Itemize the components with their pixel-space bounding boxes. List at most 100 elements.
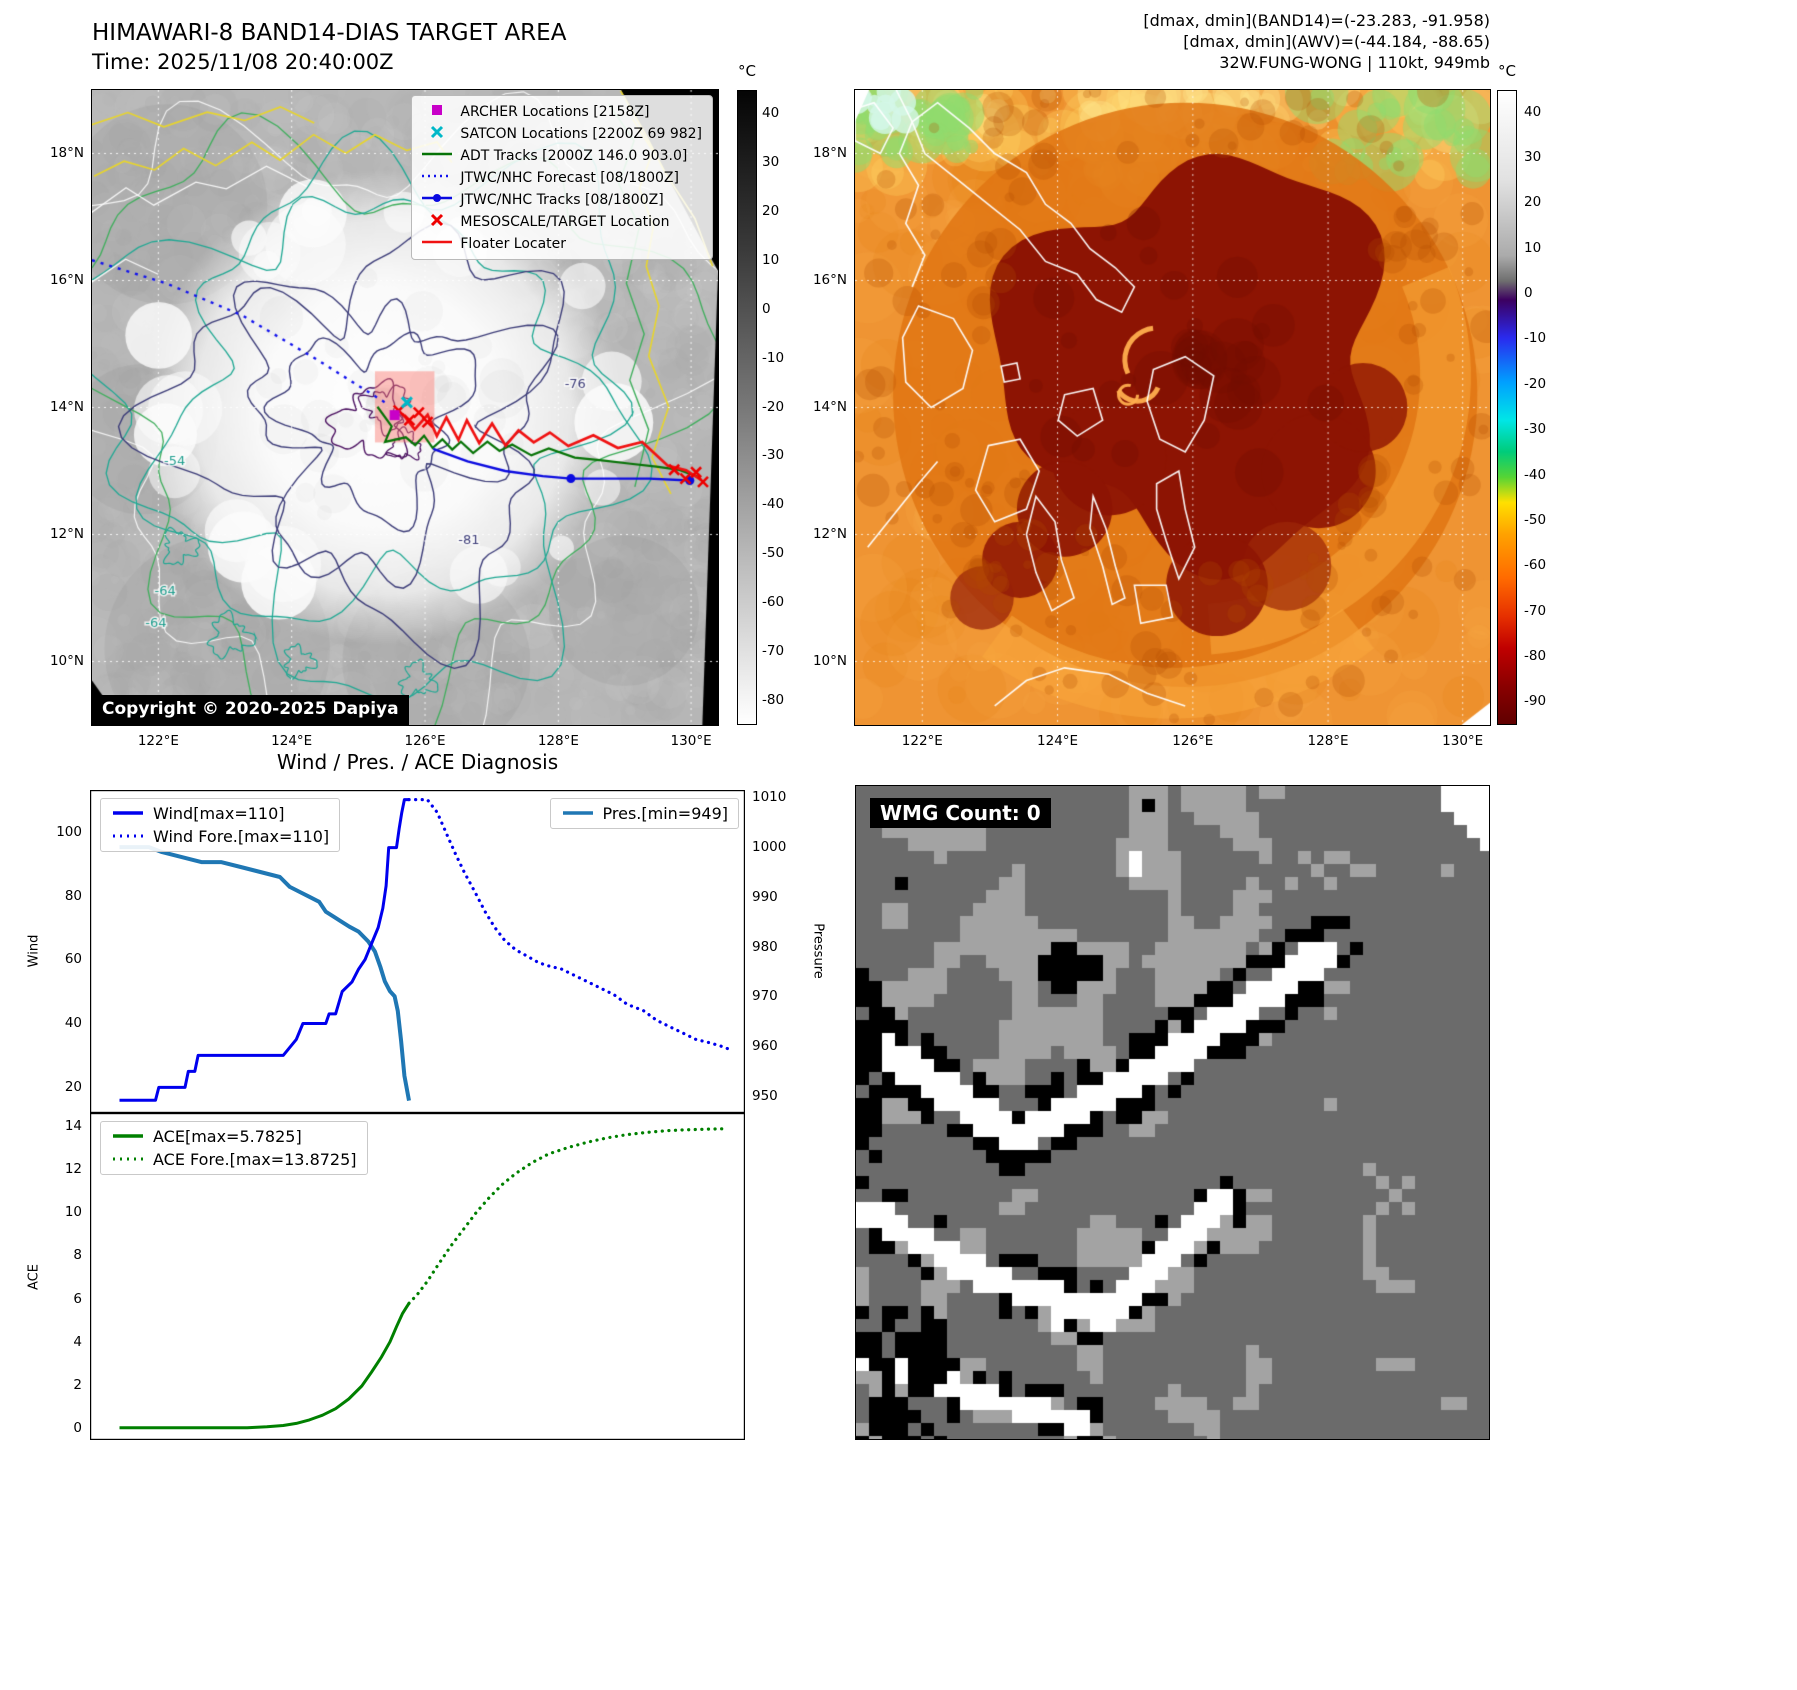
line-marker-icon bbox=[420, 146, 454, 165]
ace-tick-label: 6 bbox=[73, 1290, 82, 1307]
wind-forecast-legend-item: Wind Fore.[max=110] bbox=[111, 827, 329, 846]
colorbar-tick-label: 0 bbox=[1524, 285, 1533, 302]
pressure-axis-label: Pressure bbox=[810, 923, 826, 979]
legend-item-label: ACE Fore.[max=13.8725] bbox=[153, 1150, 357, 1169]
legend-item-label: ADT Tracks [2000Z 146.0 903.0] bbox=[460, 147, 688, 164]
wmg-count-label: WMG Count: 0 bbox=[870, 798, 1051, 828]
line-marker-icon bbox=[111, 804, 145, 823]
ace-axis-label: ACE bbox=[26, 1264, 42, 1290]
colorbar-tick-label: 40 bbox=[1524, 103, 1542, 120]
wmg-image bbox=[856, 786, 1489, 1439]
ace-tick-label: 0 bbox=[73, 1420, 82, 1437]
legend-item-label: JTWC/NHC Tracks [08/1800Z] bbox=[460, 191, 664, 208]
band14-colorbar-unit: °C bbox=[738, 62, 756, 80]
y-tick-label: 14°N bbox=[49, 398, 84, 415]
x-tick-label: 124°E bbox=[1037, 733, 1079, 749]
legend-item: ADT Tracks [2000Z 146.0 903.0] bbox=[420, 146, 702, 165]
colorbar-tick-label: -60 bbox=[1524, 557, 1547, 574]
y-tick-label: 18°N bbox=[49, 144, 84, 161]
y-tick-label: 18°N bbox=[812, 144, 847, 161]
diagnosis-title: Wind / Pres. / ACE Diagnosis bbox=[276, 750, 559, 774]
legend-item-label: JTWC/NHC Forecast [08/1800Z] bbox=[460, 169, 679, 186]
pressure-legend: Pres.[min=949] bbox=[549, 798, 739, 829]
colorbar-tick-label: 20 bbox=[1524, 194, 1542, 211]
colorbar-tick-label: -90 bbox=[1524, 693, 1547, 710]
colorbar-tick-label: -80 bbox=[1524, 647, 1547, 664]
awv-colorbar bbox=[1497, 90, 1517, 725]
colorbar-tick-label: -10 bbox=[1524, 330, 1547, 347]
legend-item: MESOSCALE/TARGET Location bbox=[420, 212, 702, 231]
y-tick-label: 16°N bbox=[49, 271, 84, 288]
band14-map-panel: ARCHER Locations [2158Z] SATCON Locations… bbox=[91, 89, 719, 726]
colorbar-tick-label: 30 bbox=[1524, 149, 1542, 166]
annotation-line-dmax-awv: [dmax, dmin](AWV)=(-44.184, -88.65) bbox=[1183, 32, 1490, 51]
x-tick-label: 124°E bbox=[271, 733, 313, 749]
awv-satellite-image bbox=[855, 90, 1490, 725]
pressure-tick-label: 950 bbox=[752, 1087, 778, 1104]
ace-legend: ACE[max=5.7825] ACE Fore.[max=13.8725] bbox=[100, 1121, 368, 1175]
colorbar-tick-label: -70 bbox=[762, 642, 785, 659]
x-tick-label: 122°E bbox=[137, 733, 179, 749]
legend-item: JTWC/NHC Tracks [08/1800Z] bbox=[420, 190, 702, 209]
line-marker-icon bbox=[420, 234, 454, 253]
pressure-tick-label: 970 bbox=[752, 988, 778, 1005]
colorbar-tick-label: -30 bbox=[1524, 421, 1547, 438]
x-tick-label: 126°E bbox=[404, 733, 446, 749]
ace-forecast-legend-item: ACE Fore.[max=13.8725] bbox=[111, 1150, 357, 1169]
colorbar-tick-label: -10 bbox=[762, 349, 785, 366]
x-tick-label: 122°E bbox=[901, 733, 943, 749]
x-marker-icon bbox=[420, 124, 454, 143]
x-marker-icon bbox=[420, 212, 454, 231]
legend-item-label: Wind[max=110] bbox=[153, 804, 285, 823]
ace-tick-label: 2 bbox=[73, 1376, 82, 1393]
wind-axis-label: Wind bbox=[26, 934, 42, 968]
x-tick-label: 128°E bbox=[537, 733, 579, 749]
y-tick-label: 16°N bbox=[812, 271, 847, 288]
legend-item: JTWC/NHC Forecast [08/1800Z] bbox=[420, 168, 702, 187]
awv-map-panel bbox=[854, 89, 1491, 726]
annotation-line-dmax-band14: [dmax, dmin](BAND14)=(-23.283, -91.958) bbox=[1143, 11, 1490, 30]
legend-item-label: SATCON Locations [2200Z 69 982] bbox=[460, 125, 702, 142]
ace-legend-item: ACE[max=5.7825] bbox=[111, 1127, 357, 1146]
annotation-line-storm-info: 32W.FUNG-WONG | 110kt, 949mb bbox=[1219, 53, 1490, 72]
legend-item: SATCON Locations [2200Z 69 982] bbox=[420, 124, 702, 143]
wind-legend-item: Wind[max=110] bbox=[111, 804, 329, 823]
awv-colorbar-unit: °C bbox=[1498, 62, 1516, 80]
colorbar-tick-label: 10 bbox=[1524, 239, 1542, 256]
legend-item-label: ACE[max=5.7825] bbox=[153, 1127, 302, 1146]
colorbar-tick-label: 40 bbox=[762, 105, 780, 122]
wind-legend: Wind[max=110] Wind Fore.[max=110] bbox=[100, 798, 341, 852]
pressure-tick-label: 960 bbox=[752, 1037, 778, 1054]
x-tick-label: 128°E bbox=[1307, 733, 1349, 749]
dotted-line-marker-icon bbox=[111, 1150, 145, 1169]
legend-item: Floater Locater bbox=[420, 234, 702, 253]
colorbar-tick-label: 20 bbox=[762, 203, 780, 220]
legend-item-label: Pres.[min=949] bbox=[602, 804, 728, 823]
legend-item-label: MESOSCALE/TARGET Location bbox=[460, 213, 670, 230]
colorbar-tick-label: -70 bbox=[1524, 602, 1547, 619]
pressure-legend-item: Pres.[min=949] bbox=[561, 804, 728, 823]
y-tick-label: 12°N bbox=[49, 525, 84, 542]
colorbar-tick-label: -50 bbox=[762, 545, 785, 562]
pressure-tick-label: 1000 bbox=[752, 839, 787, 856]
pressure-tick-label: 1010 bbox=[752, 789, 787, 806]
square-marker-icon bbox=[420, 102, 454, 121]
band14-legend: ARCHER Locations [2158Z] SATCON Locations… bbox=[411, 95, 713, 260]
awv-annotations: [dmax, dmin](BAND14)=(-23.283, -91.958) … bbox=[1143, 10, 1490, 73]
colorbar-tick-label: -40 bbox=[762, 496, 785, 513]
legend-item-label: ARCHER Locations [2158Z] bbox=[460, 103, 650, 120]
colorbar-tick-label: 0 bbox=[762, 300, 771, 317]
line-marker-icon bbox=[111, 1127, 145, 1146]
wind-tick-label: 60 bbox=[64, 951, 82, 968]
line-dot-marker-icon bbox=[420, 190, 454, 209]
pressure-tick-label: 990 bbox=[752, 888, 778, 905]
y-tick-label: 10°N bbox=[49, 652, 84, 669]
ace-tick-label: 14 bbox=[64, 1117, 82, 1134]
dotted-line-marker-icon bbox=[111, 827, 145, 846]
ace-tick-label: 10 bbox=[64, 1204, 82, 1221]
wind-tick-label: 80 bbox=[64, 887, 82, 904]
colorbar-tick-label: -20 bbox=[762, 398, 785, 415]
band14-title: HIMAWARI-8 BAND14-DIAS TARGET AREA bbox=[92, 20, 567, 46]
wmg-panel: WMG Count: 0 bbox=[855, 785, 1490, 1440]
